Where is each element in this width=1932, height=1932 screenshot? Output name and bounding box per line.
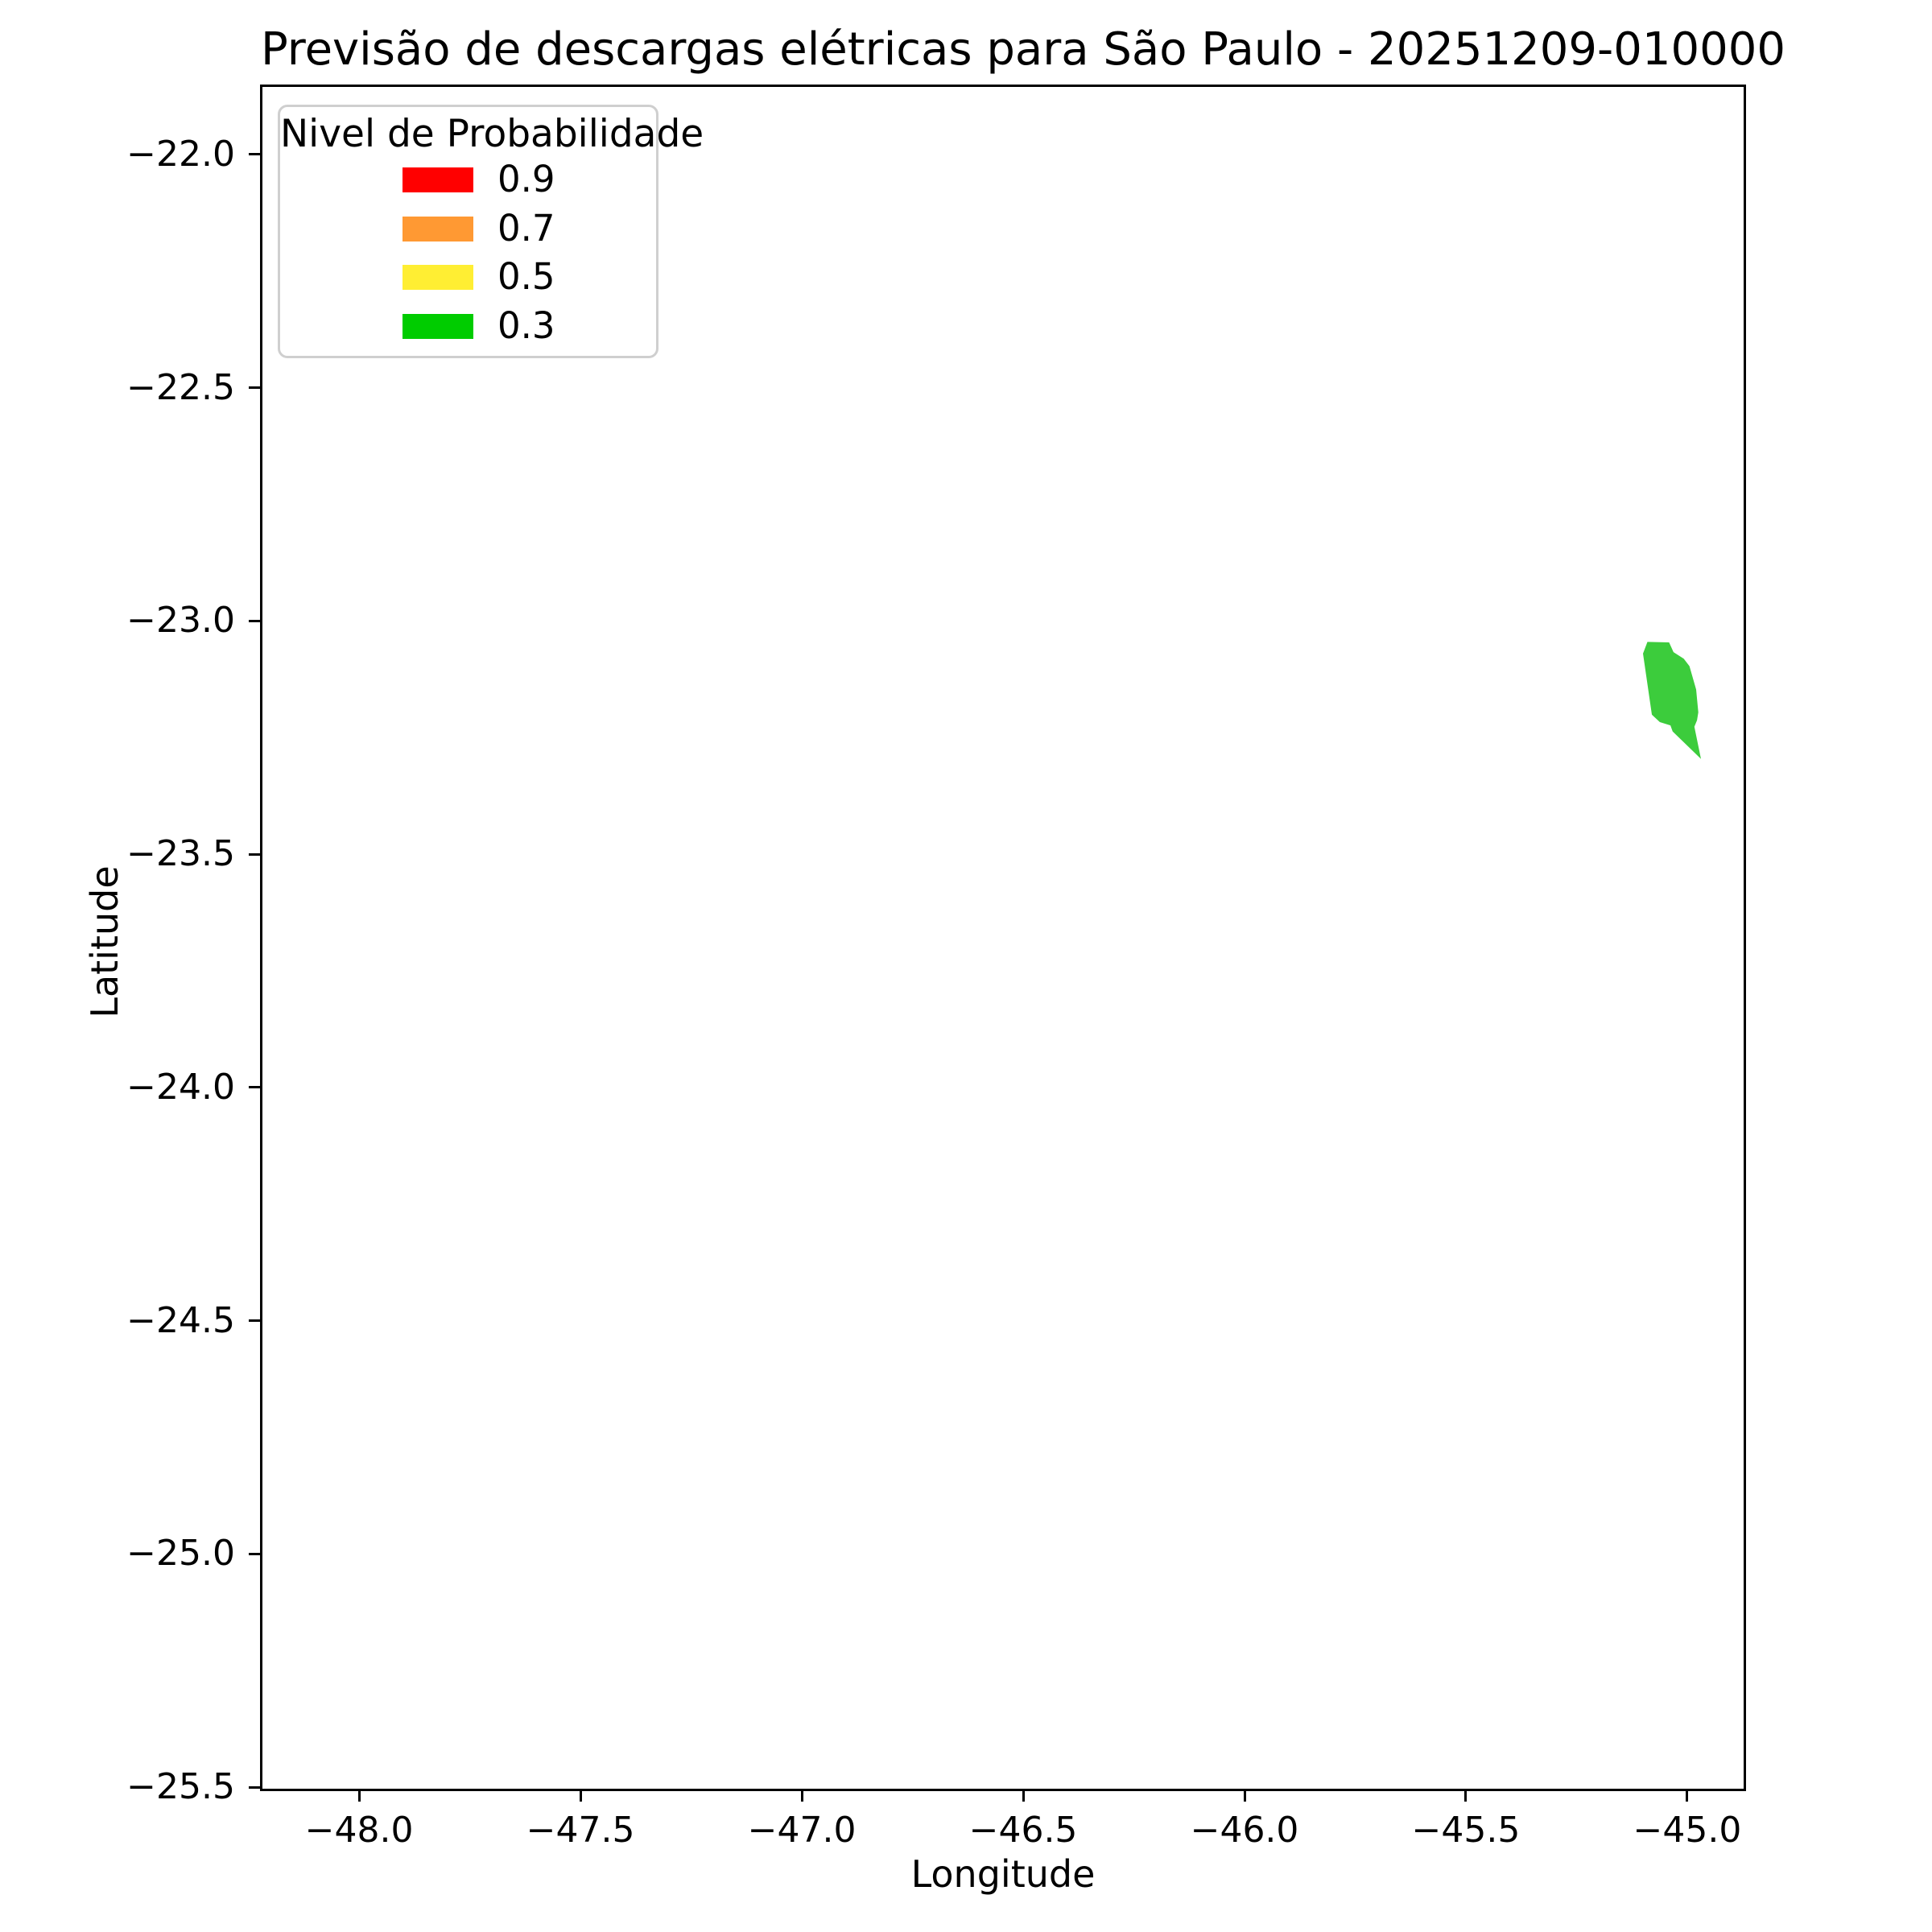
x-tick-label: −47.0	[747, 1810, 857, 1851]
y-tick-mark	[249, 1086, 261, 1089]
x-tick-label: −48.0	[304, 1810, 414, 1851]
y-tick-mark	[249, 386, 261, 390]
x-tick-mark	[1686, 1790, 1689, 1802]
y-tick-label: −25.0	[126, 1533, 235, 1575]
legend-label: 0.5	[497, 255, 555, 298]
legend-item: 0.9	[402, 155, 555, 204]
x-tick-mark	[800, 1790, 803, 1802]
x-tick-label: −46.0	[1190, 1810, 1299, 1851]
y-tick-label: −24.5	[126, 1299, 235, 1341]
y-tick-label: −22.5	[126, 366, 235, 408]
x-tick-label: −45.0	[1633, 1810, 1742, 1851]
y-tick-mark	[249, 153, 261, 156]
chart-title: Previsão de descargas elétricas para São…	[261, 23, 1785, 76]
legend-label: 0.9	[497, 158, 555, 200]
x-tick-mark	[357, 1790, 361, 1802]
y-tick-mark	[249, 1785, 261, 1789]
y-tick-mark	[249, 852, 261, 856]
y-tick-label: −23.5	[126, 833, 235, 875]
y-tick-label: −24.0	[126, 1066, 235, 1108]
x-axis-label: Longitude	[910, 1852, 1096, 1896]
legend-swatch-0.5	[402, 264, 473, 290]
y-tick-label: −25.5	[126, 1766, 235, 1808]
legend-label: 0.7	[497, 207, 555, 250]
legend-label: 0.3	[497, 304, 555, 347]
legend-swatch-0.3	[402, 313, 473, 339]
legend: Nivel de Probabilidade 0.9 0.7 0.5 0.3	[278, 105, 704, 358]
x-tick-mark	[1464, 1790, 1468, 1802]
x-tick-label: −45.5	[1411, 1810, 1521, 1851]
x-tick-mark	[579, 1790, 582, 1802]
legend-item: 0.3	[402, 302, 555, 350]
x-tick-mark	[1022, 1790, 1025, 1802]
x-tick-mark	[1243, 1790, 1246, 1802]
y-tick-mark	[249, 1552, 261, 1555]
y-tick-label: −23.0	[126, 600, 235, 642]
legend-swatch-0.7	[402, 216, 473, 242]
contour-layer	[1643, 642, 1701, 759]
legend-item: 0.7	[402, 204, 555, 253]
probability-contour-0.3-polygon	[1643, 642, 1701, 759]
y-tick-mark	[249, 1319, 261, 1323]
x-tick-label: −46.5	[968, 1810, 1078, 1851]
y-tick-label: −22.0	[126, 133, 235, 175]
legend-swatch-0.9	[402, 167, 473, 192]
x-tick-label: −47.5	[526, 1810, 635, 1851]
legend-title: Nivel de Probabilidade	[280, 112, 704, 156]
plot-area	[260, 85, 1746, 1791]
legend-item: 0.5	[402, 253, 555, 301]
y-tick-mark	[249, 619, 261, 622]
y-axis-label: Latitude	[83, 865, 126, 1018]
